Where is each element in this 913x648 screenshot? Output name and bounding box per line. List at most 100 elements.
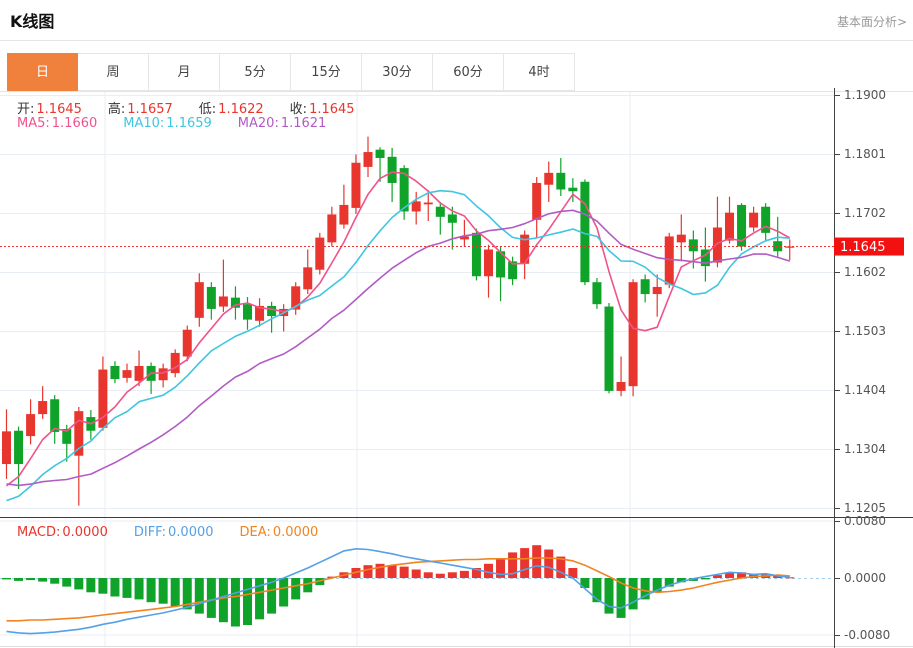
macd-bar [146,578,156,603]
macd-bar [255,578,265,620]
period-tabbar: 日周月 5分 15分 30分 60分 4时 [7,53,575,91]
macd-legend-label: DIFF: [133,525,167,540]
candle-body [303,267,313,290]
candle-body [170,352,180,374]
axis-tick-label: 1.1304 [844,442,886,456]
macd-bar [363,565,373,578]
macd-bar [580,578,590,588]
macd-bar [218,578,228,623]
macd-bar [447,572,457,578]
macd-bar [230,578,240,627]
macd-bar [86,578,96,593]
axis-tick-label: -0.0080 [844,628,890,642]
macd-bar [785,577,795,579]
ohlc-legend-label: 收: [289,102,308,117]
macd-bar [375,563,385,579]
ma5-line [6,171,791,487]
ma-legend-label: MA5: [17,116,50,131]
macd-bar [62,578,72,587]
candles [2,136,795,506]
macd-bar [206,578,216,618]
axis-tick-label: 1.1602 [844,265,886,279]
macd-bar [411,569,421,579]
candle-body [110,365,120,380]
macd-bar [122,578,132,598]
macd-bar [303,578,313,593]
macd-bar [387,565,397,578]
macd-bar [520,548,530,578]
candle-body [387,156,397,183]
macd-bar [98,578,108,594]
candle-body [484,249,493,277]
candle-body [206,286,216,309]
macd-bar [568,568,578,578]
macd-bar [544,549,554,578]
macd-bar [712,575,722,578]
tab-周[interactable]: 周 [78,53,149,91]
macd-bar [628,578,638,610]
candle-body [616,382,626,391]
candle-body [676,234,686,243]
macd-bar [182,578,192,610]
candle-body [38,401,48,415]
macd-bar [38,578,48,582]
axis-tick-label: 1.1702 [844,206,886,220]
candle-body [447,214,457,223]
candle-body [122,370,132,378]
tab-60分[interactable]: 60分 [433,53,504,91]
candle-body [134,365,144,381]
fundamental-analysis-link[interactable]: 基本面分析> [836,15,907,29]
tab-5分[interactable]: 5分 [220,53,291,91]
candle-body [700,249,710,267]
macd-bar [484,563,493,579]
macd-histogram [2,545,795,627]
macd-bar [737,572,747,578]
candle-body [230,297,240,308]
tab-日[interactable]: 日 [7,53,78,91]
macd-bar [194,578,204,614]
macd-bar [725,573,734,578]
candle-body [459,236,469,240]
candle-body [520,234,530,264]
macd-bar [74,578,84,590]
macd-bar [170,578,180,607]
candle-body [158,368,168,381]
candle-body [291,286,301,310]
ma-legend-label: MA20: [237,116,279,131]
macd-bar [158,578,168,604]
ohlc-legend-value: 1.1645 [36,102,82,117]
candle-body [243,304,252,320]
ohlc-legend-value: 1.1645 [309,102,355,117]
ma20-line [6,209,791,487]
candle-body [435,206,445,217]
macd-bar [664,578,674,587]
candle-body [315,237,325,270]
macd-bar [134,578,144,600]
candle-body [761,206,771,233]
candle-body [50,399,60,432]
tab-4时[interactable]: 4时 [504,53,575,91]
candle-body [423,202,433,205]
macd-bar [423,572,433,578]
macd-legend-label: MACD: [17,525,61,540]
candle-body [652,286,662,295]
macd-bar [291,578,301,600]
candle-body [471,232,481,277]
axis-tick-label: 0.0000 [844,571,886,585]
tab-15分[interactable]: 15分 [291,53,362,91]
candle-body [363,152,373,167]
diff-line [6,547,790,635]
macd-legend-value: 0.0000 [62,525,108,540]
candle-body [375,149,385,158]
tabbar-divider [0,91,913,92]
axis-tick-label: 0.0080 [844,514,886,528]
candle-body [725,212,734,241]
tab-30分[interactable]: 30分 [362,53,433,91]
tab-月[interactable]: 月 [149,53,220,91]
macd-bar [2,578,11,580]
axis-tick-label: 1.1900 [844,88,886,102]
macd-bar [652,578,662,593]
ma-legend-label: MA10: [123,116,165,131]
